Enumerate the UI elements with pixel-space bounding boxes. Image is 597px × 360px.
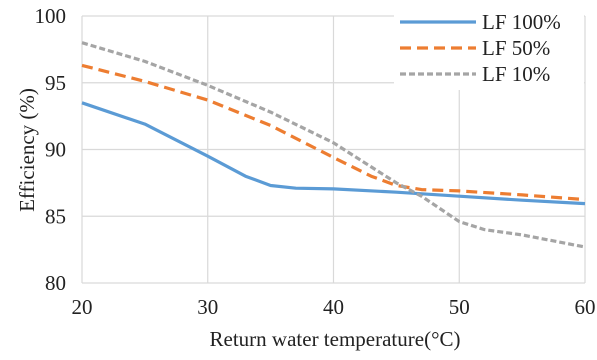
x-tick-label: 40	[323, 295, 344, 319]
x-tick-label: 60	[575, 295, 596, 319]
series-line-lf-10-	[81, 41, 586, 249]
legend-label: LF 100%	[482, 10, 561, 34]
grid	[81, 15, 586, 284]
y-tick-label: 90	[45, 138, 66, 162]
x-tick-label: 50	[449, 295, 470, 319]
x-axis-label: Return water temperature(°C)	[210, 327, 461, 351]
series-line-lf-100-	[81, 101, 586, 206]
x-axis-ticks: 20 30 40 50 60	[72, 295, 596, 319]
x-tick-label: 30	[197, 295, 218, 319]
y-tick-label: 100	[35, 4, 67, 28]
series-lines	[81, 41, 586, 249]
series-line-lf-50-	[81, 63, 586, 202]
y-tick-label: 85	[45, 204, 66, 228]
y-tick-label: 80	[45, 271, 66, 295]
legend-label: LF 10%	[482, 62, 550, 86]
x-tick-label: 20	[72, 295, 93, 319]
legend-label: LF 50%	[482, 36, 550, 60]
y-tick-label: 95	[45, 71, 66, 95]
y-axis-ticks: 80 85 90 95 100	[35, 4, 67, 295]
y-axis-label: Efficiency (%)	[15, 88, 39, 212]
legend: LF 100%LF 50%LF 10%	[394, 8, 584, 90]
